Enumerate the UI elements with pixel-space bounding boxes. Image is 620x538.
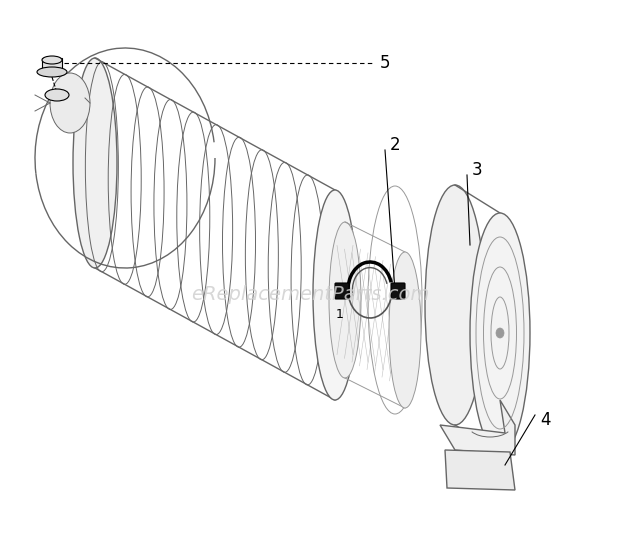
Ellipse shape — [50, 73, 90, 133]
Ellipse shape — [42, 56, 62, 64]
Ellipse shape — [73, 58, 117, 268]
Ellipse shape — [389, 252, 421, 408]
Polygon shape — [440, 400, 515, 455]
Ellipse shape — [37, 67, 67, 77]
Bar — [42, 58, 62, 72]
Text: 2: 2 — [390, 136, 401, 154]
Ellipse shape — [313, 190, 357, 400]
Text: eReplacementParts.com: eReplacementParts.com — [191, 286, 429, 305]
Text: 1: 1 — [336, 308, 344, 322]
Polygon shape — [445, 450, 515, 490]
Ellipse shape — [470, 213, 530, 453]
Text: 3: 3 — [472, 161, 482, 179]
Text: 5: 5 — [380, 54, 391, 72]
Text: 4: 4 — [540, 411, 551, 429]
FancyBboxPatch shape — [391, 283, 405, 299]
Ellipse shape — [45, 89, 69, 101]
Ellipse shape — [425, 185, 485, 425]
Ellipse shape — [329, 222, 361, 378]
Ellipse shape — [496, 328, 504, 338]
FancyBboxPatch shape — [335, 283, 349, 299]
